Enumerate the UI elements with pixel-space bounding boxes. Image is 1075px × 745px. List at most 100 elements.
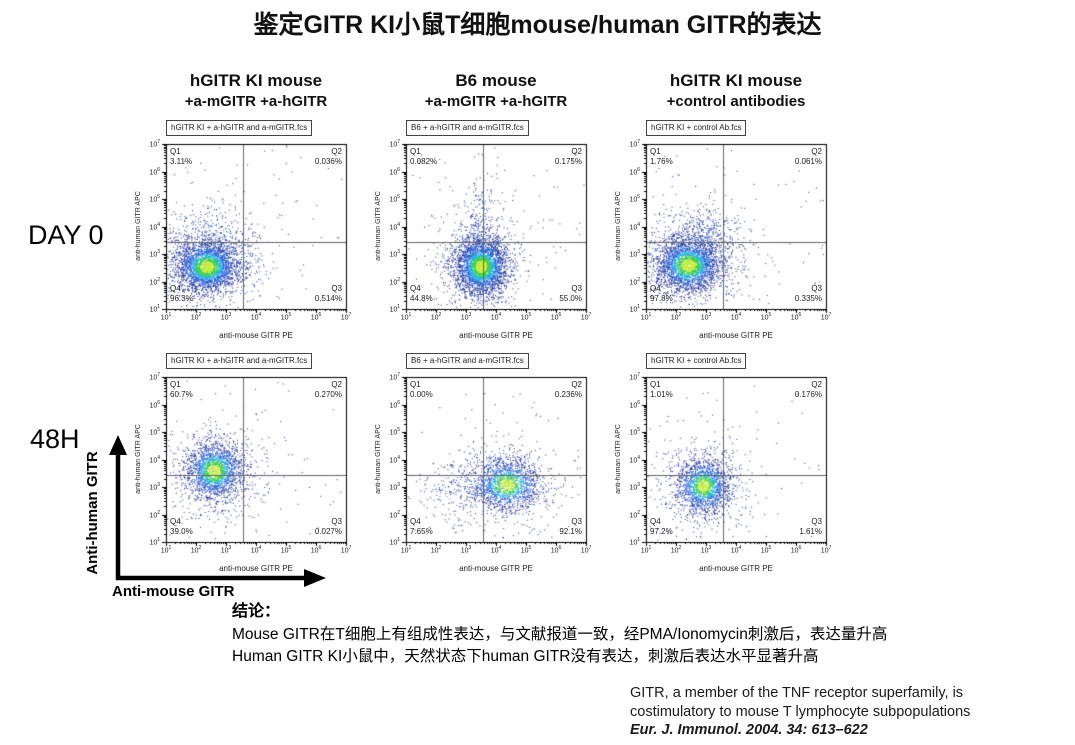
quadrant-value: 97.2% [650,526,673,536]
scatter-canvas [158,375,350,551]
x-tick-label: 103 [460,545,472,555]
column-header-line2: +control antibodies [666,93,806,110]
quadrant-label: Q2 [331,380,342,389]
x-tick-label: 102 [430,545,442,555]
quadrant-value: 44.8% [410,293,433,303]
x-axis-label: anti-mouse GITR PE [219,331,293,340]
fcs-file-label: hGITR KI + a-hGITR and a-mGITR.fcs [166,353,313,369]
quadrant-q4: Q4 7.65% [410,517,433,536]
x-tick-label: 101 [640,545,652,555]
quadrant-label: Q1 [170,147,181,156]
quadrant-q4: Q4 44.8% [410,284,433,303]
flow-plot-day0-hgitr-ki-abs: hGITR KI + a-hGITR and a-mGITR.fcs Q1 3.11… [124,118,359,353]
y-tick-label: 101 [149,537,160,547]
y-tick-label: 103 [149,482,160,492]
quadrant-q2: Q2 0.061% [754,147,822,166]
y-axis-label: anti-human GITR APC [135,191,142,261]
quadrant-label: Q2 [331,147,342,156]
fcs-file-label: B6 + a-hGITR and a-mGITR.fcs [406,120,529,136]
x-tick-label: 104 [490,545,502,555]
y-tick-label: 104 [149,221,160,231]
x-tick-label: 102 [430,312,442,322]
x-tick-label: 105 [520,545,532,555]
x-axis-label: anti-mouse GITR PE [459,331,533,340]
y-tick-label: 105 [149,194,160,204]
quadrant-value: 1.01% [650,389,673,399]
quadrant-label: Q3 [811,284,822,293]
y-tick-label: 102 [629,509,640,519]
y-tick-label: 102 [389,509,400,519]
y-tick-label: 107 [629,139,640,149]
citation-block: GITR, a member of the TNF receptor super… [630,684,970,740]
quadrant-value: 96.3% [170,293,193,303]
quadrant-q3: Q3 92.1% [514,517,582,536]
y-tick-label: 103 [389,482,400,492]
quadrant-value: 39.0% [170,526,193,536]
y-tick-label: 106 [389,399,400,409]
fcs-file-label: hGITR KI + control Ab.fcs [646,120,747,136]
x-tick-label: 107 [340,312,352,322]
y-tick-label: 106 [149,399,160,409]
y-tick-label: 101 [629,537,640,547]
scatter-canvas [638,142,830,318]
x-tick-label: 107 [820,545,832,555]
flow-plot-day0-hgitr-ki-control: hGITR KI + control Ab.fcs Q1 1.76% Q2 0.061%… [604,118,839,353]
scatter-canvas [398,375,590,551]
x-tick-label: 107 [820,312,832,322]
quadrant-label: Q2 [811,380,822,389]
conclusion-heading: 结论： [232,603,281,620]
x-tick-label: 105 [760,312,772,322]
quadrant-q4: Q4 39.0% [170,517,193,536]
x-tick-label: 104 [730,312,742,322]
quadrant-q1: Q1 1.76% [650,147,673,166]
x-tick-label: 104 [490,312,502,322]
scatter-canvas [158,142,350,318]
y-tick-label: 102 [149,276,160,286]
quadrant-q2: Q2 0.270% [274,380,342,399]
x-axis-label: anti-mouse GITR PE [219,564,293,573]
y-tick-label: 102 [389,276,400,286]
column-header-line2: +a-mGITR +a-hGITR [184,93,328,110]
y-tick-label: 103 [389,249,400,259]
quadrant-label: Q1 [410,380,421,389]
quadrant-q2: Q2 0.236% [514,380,582,399]
fcs-file-label: hGITR KI + a-hGITR and a-mGITR.fcs [166,120,313,136]
x-tick-label: 101 [160,312,172,322]
quadrant-value: 0.236% [554,389,582,399]
quadrant-label: Q1 [650,147,661,156]
quadrant-label: Q1 [650,380,661,389]
quadrant-q3: Q3 0.027% [274,517,342,536]
quadrant-value: 92.1% [559,526,582,536]
conclusion-line2: Human GITR KI小鼠中，天然状态下human GITR没有表达，刺激后… [232,648,819,665]
x-tick-label: 105 [760,545,772,555]
x-tick-label: 107 [580,545,592,555]
quadrant-value: 0.061% [794,156,822,166]
y-tick-label: 101 [389,537,400,547]
y-tick-label: 104 [389,221,400,231]
x-tick-label: 103 [460,312,472,322]
y-tick-label: 107 [389,372,400,382]
x-tick-label: 107 [580,312,592,322]
y-tick-label: 101 [629,304,640,314]
x-tick-label: 103 [700,312,712,322]
anti-human-gitr-axis-label: Anti-human GITR [84,451,101,575]
flow-plot-48h-hgitr-ki-abs: hGITR KI + a-hGITR and a-mGITR.fcs Q1 60.7… [124,351,359,586]
y-tick-label: 104 [629,454,640,464]
x-tick-label: 104 [250,312,262,322]
x-axis-label: anti-mouse GITR PE [699,331,773,340]
y-tick-label: 101 [389,304,400,314]
quadrant-value: 3.11% [170,156,193,166]
quadrant-value: 0.175% [554,156,582,166]
quadrant-value: 0.082% [410,156,438,166]
quadrant-value: 7.65% [410,526,433,536]
y-tick-label: 107 [149,372,160,382]
quadrant-value: 0.176% [794,389,822,399]
y-tick-label: 106 [149,166,160,176]
quadrant-label: Q4 [170,284,181,293]
conclusion-block: 结论： Mouse GITR在T细胞上有组成性表达，与文献报道一致，经PMA/I… [232,601,887,669]
quadrant-label: Q3 [811,517,822,526]
x-tick-label: 105 [520,312,532,322]
y-tick-label: 102 [629,276,640,286]
quadrant-q2: Q2 0.176% [754,380,822,399]
x-tick-label: 102 [190,312,202,322]
